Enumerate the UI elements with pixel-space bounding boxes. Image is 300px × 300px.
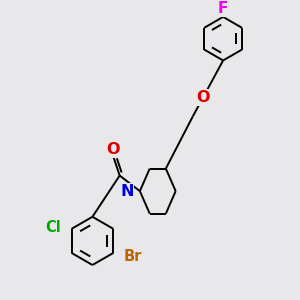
Text: Br: Br bbox=[123, 249, 142, 264]
Text: F: F bbox=[218, 1, 228, 16]
Text: N: N bbox=[120, 184, 134, 199]
Text: O: O bbox=[196, 90, 210, 105]
Text: O: O bbox=[107, 142, 120, 158]
Text: Cl: Cl bbox=[46, 220, 62, 235]
